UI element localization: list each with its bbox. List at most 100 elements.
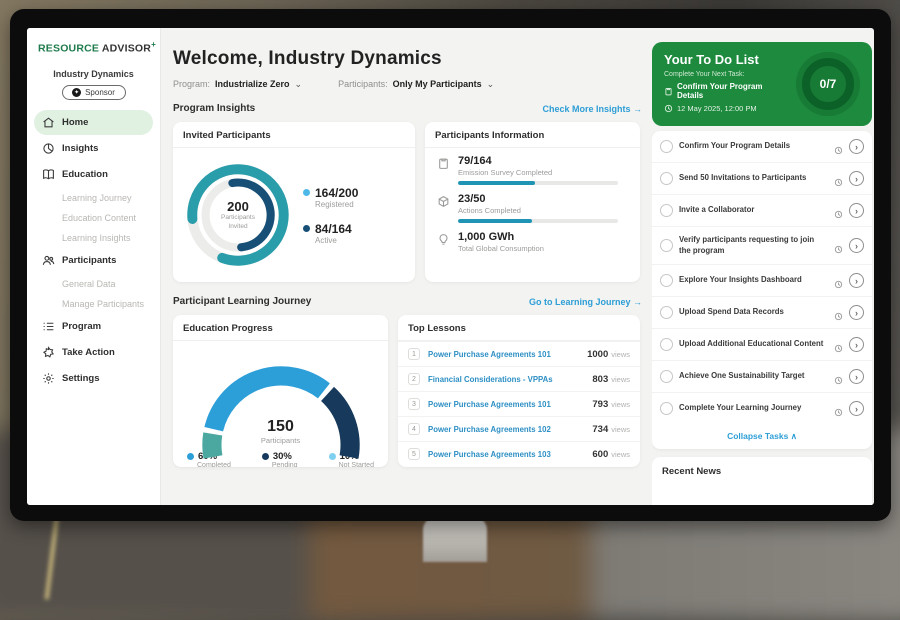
lesson-row: 3 Power Purchase Agreements 101 793 view… (398, 391, 640, 416)
todo-item[interactable]: Upload Spend Data Records › (652, 296, 872, 328)
sidebar-item-general-data[interactable]: General Data (62, 278, 116, 289)
lesson-row: 5 Power Purchase Agreements 103 600 view… (398, 441, 640, 466)
check-more-insights-link[interactable]: Check More Insights → (542, 103, 642, 114)
legend-registered: 164/200 Registered (303, 186, 358, 209)
collapse-tasks-link[interactable]: Collapse Tasks ∧ (727, 431, 797, 442)
todo-item[interactable]: Invite a Collaborator › (652, 194, 872, 226)
logo-resource: RESOURCE (38, 42, 100, 55)
invited-participants-card: Invited Participants 200 Participants In… (173, 122, 415, 282)
sidebar-item-learning-insights[interactable]: Learning Insights (62, 232, 131, 243)
lesson-link[interactable]: Power Purchase Agreements 103 (428, 449, 551, 459)
lesson-link[interactable]: Power Purchase Agreements 101 (428, 399, 551, 409)
program-insights-title: Program Insights (173, 103, 256, 114)
dashboard-screen: RESOURCE ADVISOR+ Industry Dynamics ✦ Sp… (27, 28, 874, 505)
completed-dot-icon (187, 453, 194, 460)
monitor-bezel: RESOURCE ADVISOR+ Industry Dynamics ✦ Sp… (10, 9, 891, 521)
clock-icon (834, 276, 843, 289)
go-to-learning-journey-link[interactable]: Go to Learning Journey → (528, 296, 642, 307)
todo-item[interactable]: Complete Your Learning Journey › (652, 392, 872, 424)
lesson-link[interactable]: Power Purchase Agreements 102 (428, 424, 551, 434)
chevron-right-icon[interactable]: › (849, 171, 864, 186)
survey-clipboard-icon (437, 157, 450, 170)
sidebar-item-program[interactable]: Program (34, 314, 153, 339)
education-progress-card: Education Progress 150 Participants (173, 315, 388, 467)
sidebar-item-label: Education (62, 168, 108, 180)
sidebar-item-learning-journey[interactable]: Learning Journey (62, 192, 132, 203)
task-checkbox[interactable] (660, 204, 673, 217)
todo-item[interactable]: Upload Additional Educational Content › (652, 328, 872, 360)
take-action-icon (42, 345, 55, 359)
todo-item[interactable]: Send 50 Invitations to Participants › (652, 162, 872, 194)
learning-journey-title: Participant Learning Journey (173, 296, 312, 307)
program-filter-value: Industrialize Zero (215, 79, 290, 89)
sidebar-item-settings[interactable]: Settings (34, 366, 153, 391)
chevron-right-icon[interactable]: › (849, 337, 864, 353)
sidebar-item-insights[interactable]: Insights (34, 136, 153, 161)
gauge-center-label: Participants (260, 436, 301, 445)
education-icon (42, 168, 55, 181)
chevron-right-icon[interactable]: › (849, 273, 864, 289)
invited-participants-title: Invited Participants (173, 122, 415, 148)
main-content: Welcome, Industry Dynamics Program: Indu… (161, 28, 652, 505)
sidebar-item-participants[interactable]: Participants (34, 248, 153, 273)
lesson-rank: 4 (408, 423, 420, 435)
chevron-right-icon[interactable]: › (849, 139, 864, 154)
app-logo: RESOURCE ADVISOR+ (34, 38, 156, 63)
participants-filter[interactable]: Participants: Only My Participants ⌄ (338, 79, 494, 89)
clock-icon (834, 241, 843, 254)
sidebar-item-take-action[interactable]: Take Action (34, 340, 153, 365)
todo-item[interactable]: Achieve One Sustainability Target › (652, 360, 872, 392)
stat-actions-completed: 23/50 Actions Completed (437, 193, 628, 223)
chevron-right-icon[interactable]: › (849, 305, 864, 321)
task-checkbox[interactable] (660, 172, 673, 185)
legend-active: 84/164 Active (303, 222, 358, 245)
lesson-rank: 1 (408, 348, 420, 360)
sidebar-item-label: Home (62, 116, 89, 128)
clock-icon (834, 142, 843, 155)
sidebar-item-manage-participants[interactable]: Manage Participants (62, 298, 145, 309)
sponsor-badge[interactable]: ✦ Sponsor (61, 84, 126, 100)
task-checkbox[interactable] (660, 239, 673, 253)
chevron-down-icon: ⌄ (486, 78, 495, 89)
task-checkbox[interactable] (660, 402, 673, 416)
todo-item[interactable]: Verify participants requesting to join t… (652, 226, 872, 264)
clock-icon (834, 372, 843, 385)
lesson-rank: 2 (408, 373, 420, 385)
todo-next-task: Confirm Your Program Details (664, 82, 788, 100)
arrow-right-icon: → (633, 296, 642, 307)
todo-subtitle: Complete Your Next Task: (664, 71, 745, 78)
arrow-right-icon: → (633, 103, 642, 114)
chevron-right-icon[interactable]: › (849, 401, 864, 417)
learning-cards-row: Education Progress 150 Participants (173, 315, 642, 467)
sidebar-item-home[interactable]: Home (34, 109, 153, 135)
logo-advisor: ADVISOR (101, 42, 152, 55)
actions-cube-icon (437, 195, 450, 208)
clock-icon (834, 404, 843, 417)
sidebar-item-label: Program (62, 320, 102, 332)
program-filter-label: Program: (173, 79, 211, 89)
pending-dot-icon (261, 453, 269, 460)
lesson-link[interactable]: Financial Considerations - VPPAs (428, 374, 553, 384)
settings-icon (42, 372, 55, 385)
task-checkbox[interactable] (660, 306, 673, 320)
learning-journey-header: Participant Learning Journey Go to Learn… (173, 296, 642, 307)
participants-icon (42, 254, 55, 267)
todo-item[interactable]: Explore Your Insights Dashboard › (652, 264, 872, 296)
todo-datetime: 12 May 2025, 12:00 PM (664, 104, 788, 113)
active-dot-icon (303, 225, 310, 232)
sidebar-item-education-content[interactable]: Education Content (62, 212, 137, 223)
lesson-row: 2 Financial Considerations - VPPAs 803 v… (398, 366, 640, 391)
task-checkbox[interactable] (660, 338, 673, 352)
task-checkbox[interactable] (660, 274, 673, 288)
program-filter[interactable]: Program: Industrialize Zero ⌄ (173, 79, 302, 89)
chevron-right-icon[interactable]: › (849, 369, 864, 385)
chevron-right-icon[interactable]: › (849, 203, 864, 218)
todo-item[interactable]: Confirm Your Program Details › (652, 131, 872, 162)
task-checkbox[interactable] (660, 140, 673, 153)
sidebar-item-education[interactable]: Education (34, 162, 153, 187)
chevron-right-icon[interactable]: › (849, 238, 864, 254)
lesson-link[interactable]: Power Purchase Agreements 101 (428, 349, 551, 359)
task-checkbox[interactable] (660, 370, 673, 384)
clock-icon (834, 340, 843, 353)
stat-consumption: 1,000 GWh Total Global Consumption (437, 231, 628, 253)
